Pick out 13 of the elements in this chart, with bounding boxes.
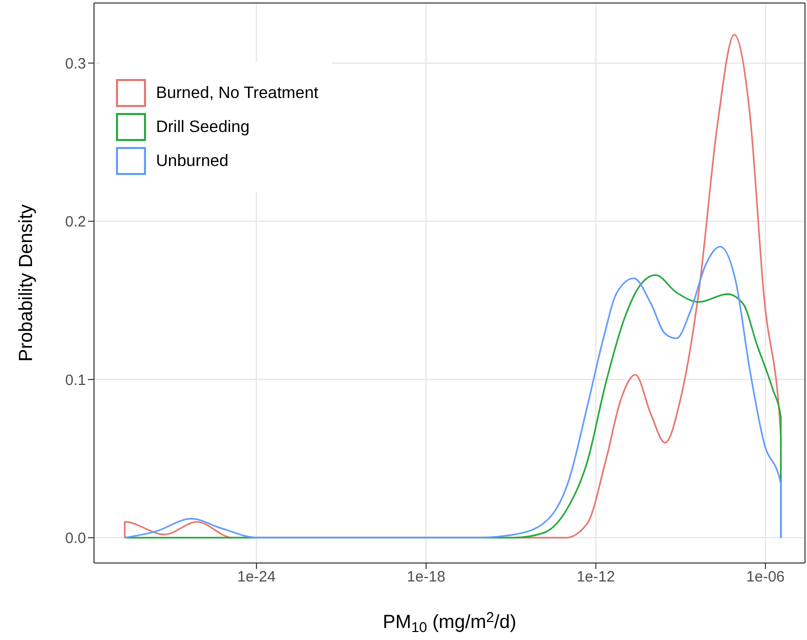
x-tick-label: 1e-18 — [406, 568, 446, 586]
y-tick-label: 0.2 — [65, 214, 86, 231]
x-tick-label: 1e-06 — [746, 568, 785, 586]
y-tick-label: 0.0 — [65, 530, 86, 548]
legend-label: Drill Seeding — [156, 118, 250, 136]
legend-label: Burned, No Treatment — [156, 84, 318, 102]
legend-label: Unburned — [156, 152, 228, 170]
y-tick-label: 0.1 — [65, 372, 86, 389]
x-tick-label: 1e-12 — [576, 568, 615, 586]
y-tick-label: 0.3 — [65, 55, 86, 72]
x-tick-label: 1e-24 — [237, 568, 276, 586]
y-axis-title: Probability Density — [16, 204, 37, 362]
x-axis-title: PM$_{10}$ (mg/m$^{2}$/d) — [382, 610, 516, 636]
